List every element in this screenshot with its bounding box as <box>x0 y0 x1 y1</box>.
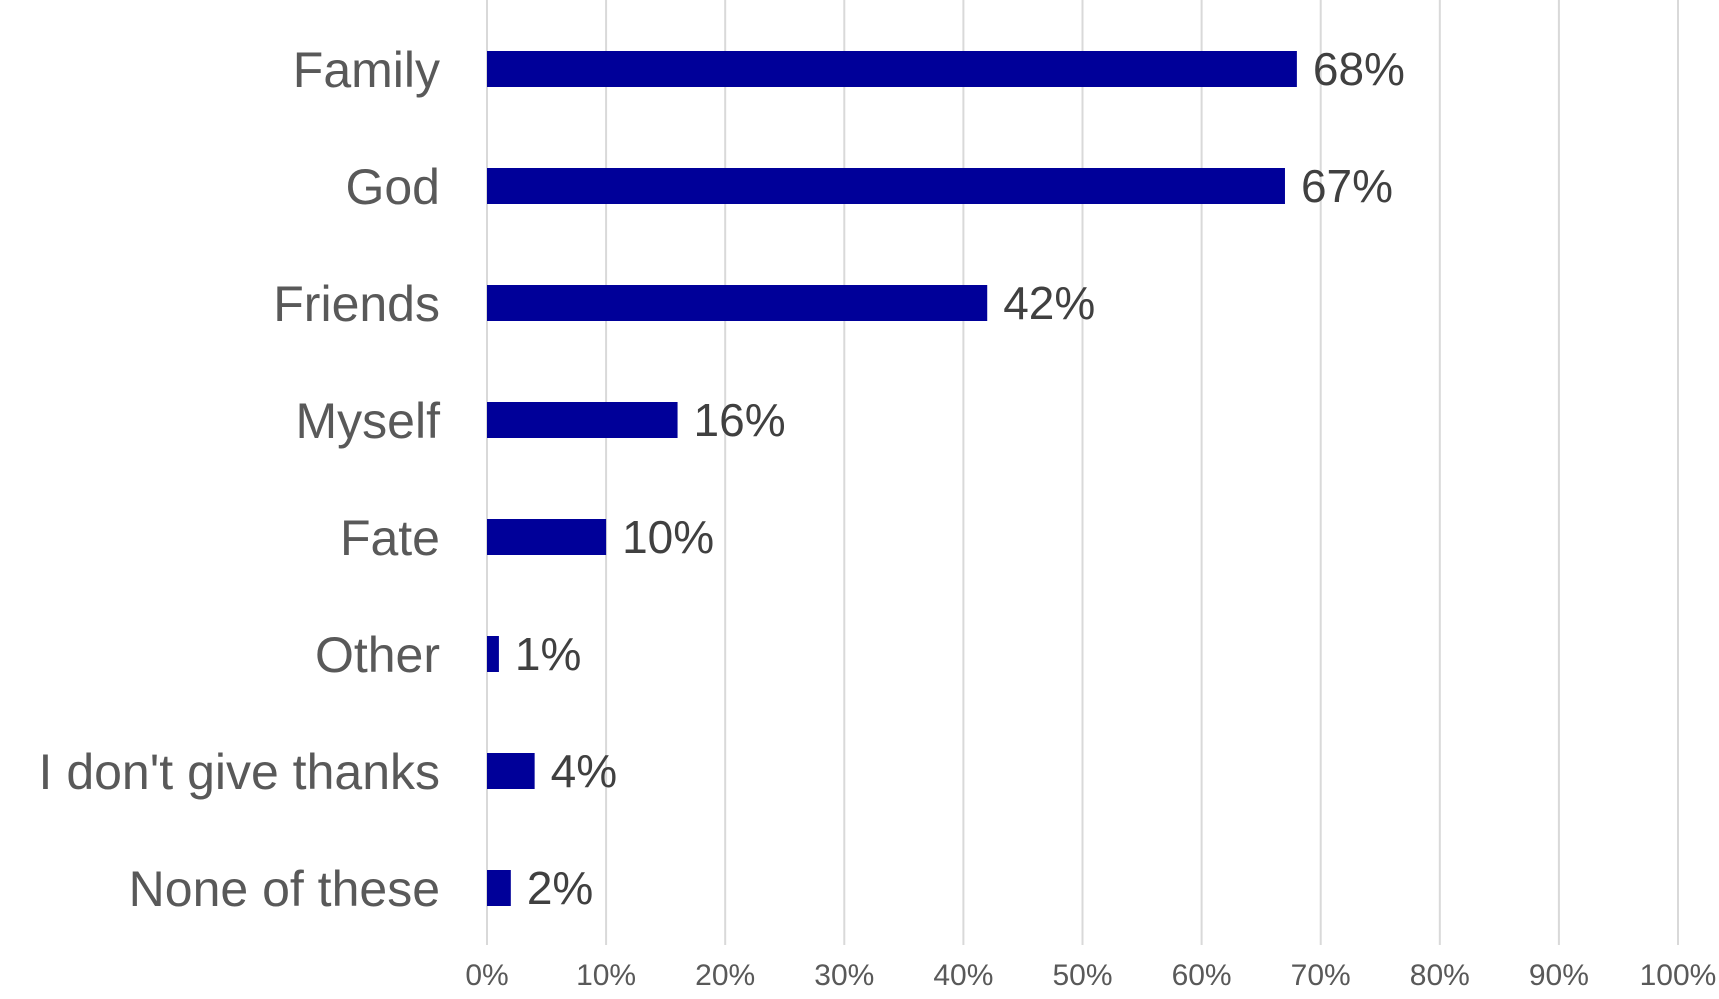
x-axis-tick-labels: 0% 10% 20% 30% 40% 50% 60% 70% 80% 90% 100% <box>465 959 1716 992</box>
data-label: 4% <box>551 745 617 797</box>
bar <box>487 753 535 789</box>
category-label: None of these <box>129 861 440 917</box>
data-label: 67% <box>1301 160 1393 212</box>
data-label: 1% <box>515 628 581 680</box>
category-label: Family <box>293 42 440 98</box>
x-tick-label: 40% <box>933 959 993 992</box>
gridlines <box>486 0 1679 945</box>
bars <box>487 51 1297 906</box>
x-tick-label: 50% <box>1052 959 1112 992</box>
data-label: 10% <box>622 511 714 563</box>
category-label: Fate <box>340 510 440 566</box>
data-label: 42% <box>1003 277 1095 329</box>
x-tick-label: 30% <box>814 959 874 992</box>
x-tick-label: 60% <box>1172 959 1232 992</box>
bar <box>487 402 678 438</box>
data-label: 68% <box>1313 43 1405 95</box>
bar <box>487 519 607 555</box>
bar <box>487 870 511 906</box>
x-tick-label: 20% <box>695 959 755 992</box>
category-label: God <box>345 159 440 215</box>
category-labels: Family God Friends Myself Fate Other I don't g… <box>39 42 441 917</box>
value-labels: 68% 67% 42% 16% 10% 1% 4% 2% <box>515 43 1405 914</box>
category-label: Myself <box>296 393 441 449</box>
bar <box>487 51 1297 87</box>
x-tick-label: 80% <box>1410 959 1470 992</box>
x-tick-label: 10% <box>576 959 636 992</box>
bar <box>487 168 1285 204</box>
category-label: Other <box>315 627 440 683</box>
x-tick-label: 100% <box>1640 959 1717 992</box>
data-label: 16% <box>694 394 786 446</box>
x-tick-label: 0% <box>465 959 508 992</box>
category-label: Friends <box>273 276 440 332</box>
x-tick-label: 90% <box>1529 959 1589 992</box>
category-label: I don't give thanks <box>39 744 440 800</box>
data-label: 2% <box>527 862 593 914</box>
x-tick-label: 70% <box>1291 959 1351 992</box>
bar <box>487 636 499 672</box>
bar <box>487 285 988 321</box>
